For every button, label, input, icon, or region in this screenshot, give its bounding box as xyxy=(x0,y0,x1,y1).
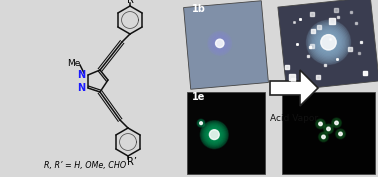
Circle shape xyxy=(321,35,336,50)
Circle shape xyxy=(334,120,339,125)
Circle shape xyxy=(199,121,203,125)
Circle shape xyxy=(211,34,229,52)
Circle shape xyxy=(209,130,219,139)
Circle shape xyxy=(213,36,227,50)
Text: R’: R’ xyxy=(127,157,137,167)
Circle shape xyxy=(335,121,338,125)
Circle shape xyxy=(315,28,342,56)
Circle shape xyxy=(212,35,228,51)
Circle shape xyxy=(321,134,326,139)
Circle shape xyxy=(209,32,231,54)
Circle shape xyxy=(215,38,225,48)
Text: R, R’ = H, OMe, CHO: R, R’ = H, OMe, CHO xyxy=(44,161,126,170)
Circle shape xyxy=(332,118,341,128)
Circle shape xyxy=(207,128,221,142)
Circle shape xyxy=(197,119,205,127)
Polygon shape xyxy=(278,0,378,91)
Circle shape xyxy=(312,26,345,59)
Circle shape xyxy=(309,23,348,62)
Circle shape xyxy=(198,120,204,127)
Circle shape xyxy=(202,123,226,147)
Circle shape xyxy=(313,27,344,58)
Polygon shape xyxy=(270,70,318,106)
Circle shape xyxy=(319,122,322,126)
Circle shape xyxy=(208,129,220,141)
Circle shape xyxy=(204,125,224,145)
Circle shape xyxy=(210,33,230,53)
Circle shape xyxy=(324,124,333,134)
Circle shape xyxy=(205,126,223,144)
Circle shape xyxy=(327,127,330,131)
Text: 1e: 1e xyxy=(192,92,205,102)
Text: N: N xyxy=(77,83,85,93)
Circle shape xyxy=(336,130,345,138)
Text: 1b: 1b xyxy=(192,4,206,14)
Text: Acid Vapor: Acid Vapor xyxy=(270,114,318,123)
Circle shape xyxy=(318,31,339,53)
Circle shape xyxy=(324,125,333,133)
Circle shape xyxy=(214,37,226,49)
Circle shape xyxy=(326,126,331,131)
Circle shape xyxy=(311,24,346,60)
Circle shape xyxy=(316,120,325,128)
Circle shape xyxy=(333,120,340,126)
Circle shape xyxy=(200,122,203,125)
Text: N: N xyxy=(77,70,85,80)
Bar xyxy=(187,92,265,174)
Circle shape xyxy=(317,121,324,127)
Circle shape xyxy=(316,30,341,55)
Circle shape xyxy=(319,132,328,142)
Circle shape xyxy=(338,131,343,136)
Circle shape xyxy=(308,22,349,63)
Circle shape xyxy=(203,124,225,146)
Text: Me: Me xyxy=(67,59,81,67)
Circle shape xyxy=(339,132,342,136)
Circle shape xyxy=(206,127,222,143)
Circle shape xyxy=(319,33,338,52)
Circle shape xyxy=(332,119,341,127)
Circle shape xyxy=(316,119,325,129)
Text: R: R xyxy=(127,0,133,5)
Circle shape xyxy=(336,129,345,139)
Polygon shape xyxy=(184,1,268,89)
Circle shape xyxy=(200,121,228,149)
Circle shape xyxy=(325,125,332,132)
Circle shape xyxy=(319,133,328,141)
Circle shape xyxy=(318,121,323,126)
Circle shape xyxy=(198,121,204,126)
Circle shape xyxy=(215,39,224,48)
Circle shape xyxy=(322,135,325,139)
Bar xyxy=(282,92,375,174)
Circle shape xyxy=(337,131,344,137)
Circle shape xyxy=(201,122,227,148)
Circle shape xyxy=(307,20,350,64)
Circle shape xyxy=(208,31,232,55)
Circle shape xyxy=(320,134,327,140)
